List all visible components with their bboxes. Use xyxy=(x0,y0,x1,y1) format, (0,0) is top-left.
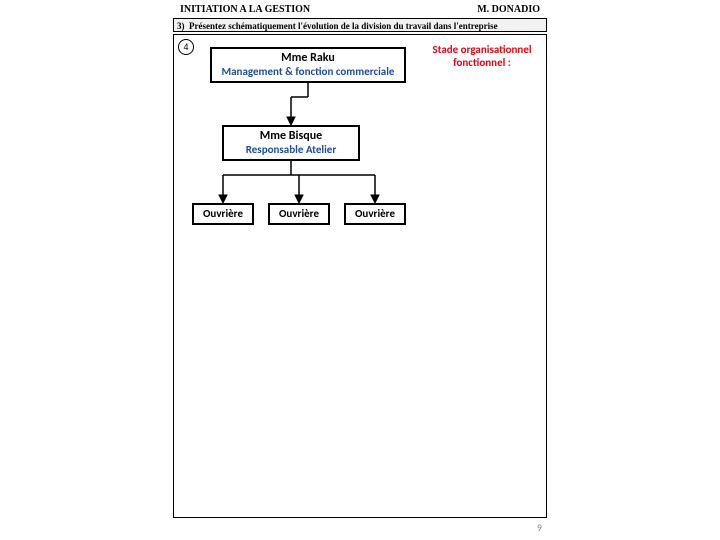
node-worker-2: Ouvrière xyxy=(268,203,330,225)
node-worker-2-label: Ouvrière xyxy=(270,208,328,220)
diagram-frame: 4 Stade organisationnel fonctionnel : Mm… xyxy=(173,34,547,518)
node-worker-3: Ouvrière xyxy=(344,203,406,225)
question-number: 3) xyxy=(177,19,189,31)
header-left: INITIATION A LA GESTION xyxy=(180,4,310,15)
edge-bisque-workers xyxy=(174,35,546,517)
node-worker-3-label: Ouvrière xyxy=(346,208,404,220)
page-number: 9 xyxy=(537,521,542,534)
node-worker-1-label: Ouvrière xyxy=(194,208,252,220)
page: INITIATION A LA GESTION M. DONADIO 3) Pr… xyxy=(0,0,720,540)
question-text: Présentez schématiquement l'évolution de… xyxy=(189,19,546,31)
header-right: M. DONADIO xyxy=(477,4,540,15)
question-bar: 3) Présentez schématiquement l'évolution… xyxy=(173,18,547,32)
node-worker-1: Ouvrière xyxy=(192,203,254,225)
